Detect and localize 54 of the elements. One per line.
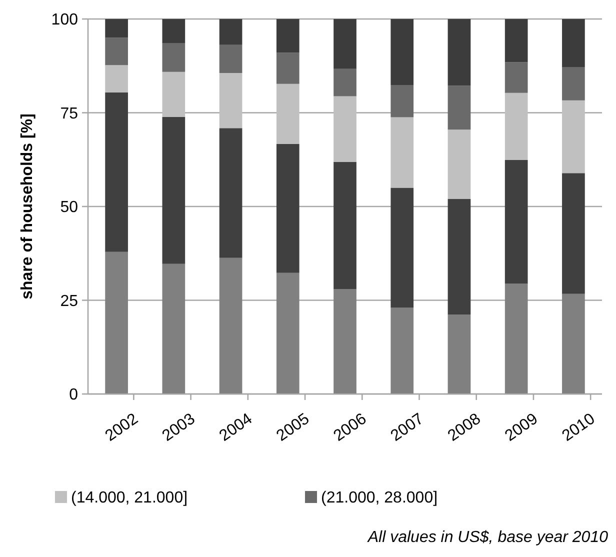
bar (334, 68, 356, 96)
bar (390, 117, 414, 188)
text: All values in US$, base year 2010 (366, 529, 608, 546)
bar (219, 73, 242, 128)
bar (390, 188, 414, 308)
y-tick-label: 50 (60, 199, 78, 216)
bar (162, 116, 186, 264)
bar (276, 84, 300, 144)
y-tick-label: 100 (51, 12, 78, 29)
bar (276, 19, 300, 53)
bar (504, 284, 528, 394)
bar (162, 19, 186, 43)
bar (219, 19, 242, 45)
bar (504, 19, 528, 62)
bar (219, 44, 242, 73)
bar (276, 144, 300, 273)
bar (562, 67, 585, 100)
bar (504, 62, 528, 93)
bar (562, 19, 585, 67)
bar (105, 19, 128, 38)
bar (562, 173, 585, 294)
bar (105, 92, 128, 252)
bar (448, 314, 471, 394)
bar (105, 252, 128, 394)
bar (390, 19, 414, 85)
bar (448, 19, 471, 86)
bar (162, 43, 186, 72)
bar (276, 272, 300, 394)
legend-label: (14.000, 21.000] (71, 490, 188, 507)
bar (390, 308, 414, 394)
bar (504, 160, 528, 284)
bar (334, 96, 356, 162)
bar (162, 72, 186, 117)
bar (562, 294, 585, 394)
bar (162, 264, 186, 394)
bar (448, 130, 471, 199)
bar (504, 92, 528, 160)
bar (276, 52, 300, 84)
bar (334, 19, 356, 69)
legend-label: (21.000, 28.000] (321, 490, 438, 507)
y-tick-label: 0 (69, 386, 78, 404)
bar (562, 100, 585, 174)
bar (448, 86, 471, 130)
bar (334, 289, 356, 394)
bar (390, 85, 414, 118)
bar (219, 128, 242, 258)
y-axis-title: share of households [%] (19, 114, 36, 300)
y-tick-label: 75 (60, 105, 78, 122)
bar (105, 65, 128, 92)
bar (219, 258, 242, 394)
bar (334, 162, 356, 289)
bar (105, 38, 128, 66)
y-tick-label: 25 (60, 292, 78, 310)
bar (448, 199, 471, 314)
